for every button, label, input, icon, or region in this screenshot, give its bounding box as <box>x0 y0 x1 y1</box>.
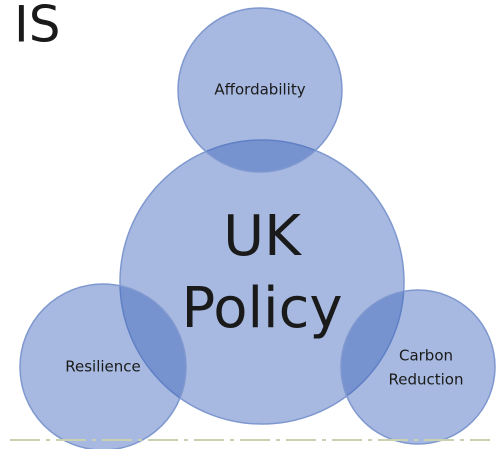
carbon-circle <box>340 289 496 445</box>
affordability-circle <box>177 7 343 173</box>
node-label: Carbon <box>399 347 453 365</box>
center-line2: Policy <box>181 276 342 341</box>
node-label: Reduction <box>389 371 464 389</box>
center-circle <box>119 139 405 425</box>
center-line1: UK <box>223 204 302 269</box>
resilience-circle <box>19 283 187 449</box>
node-label: Affordability <box>214 81 305 99</box>
node-label: Resilience <box>65 358 141 376</box>
heading: IS <box>14 0 60 54</box>
